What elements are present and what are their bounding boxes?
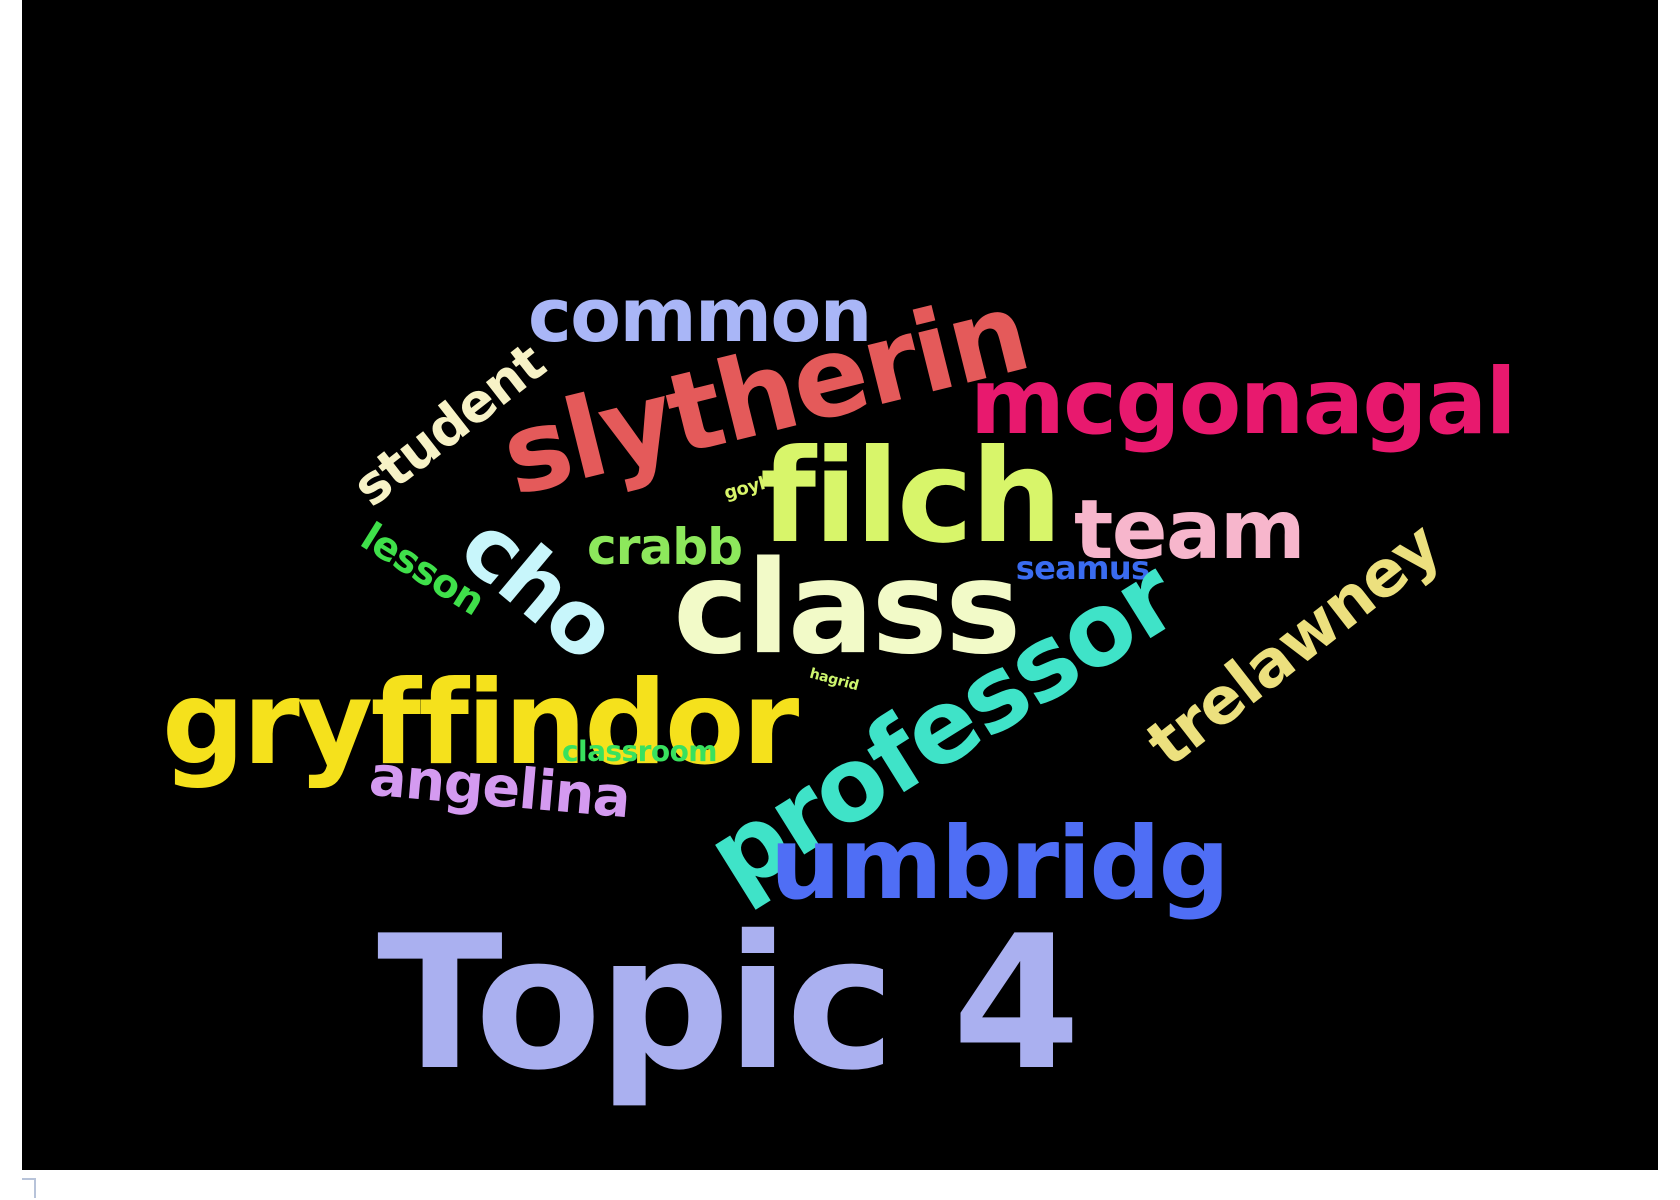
word-common: common [528, 272, 872, 359]
word-team: team [1074, 483, 1306, 579]
word-crabb: crabb [587, 516, 743, 576]
word-filch: filch [760, 422, 1063, 572]
word-topic-4: Topic 4 [377, 896, 1081, 1112]
scroll-corner-mark [22, 1178, 36, 1198]
word-umbridg: umbridg [770, 807, 1230, 923]
word-seamus: seamus [1015, 549, 1150, 587]
word-cloud: Topic 4 common slytherin mcgonagal stude… [22, 0, 1658, 1170]
word-gryffindor: gryffindor [162, 656, 799, 792]
word-classroom: classroom [562, 735, 717, 768]
word-mcgonagal: mcgonagal [970, 348, 1517, 456]
word-class: class [673, 534, 1021, 683]
